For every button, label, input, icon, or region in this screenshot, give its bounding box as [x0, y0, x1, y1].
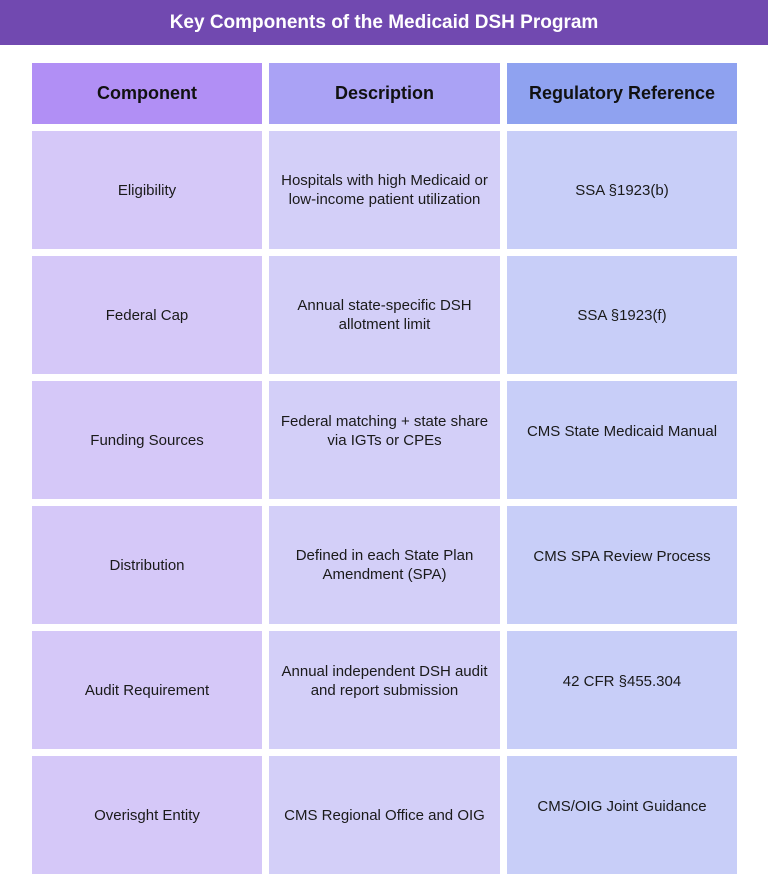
cell-description: Defined in each State Plan Amendment (SP…: [269, 506, 500, 624]
cell-reference: CMS State Medicaid Manual: [507, 381, 737, 499]
cell-reference: SSA §1923(f): [507, 256, 737, 374]
cell-reference: CMS/OIG Joint Guidance: [507, 756, 737, 874]
components-table: Component Description Regulatory Referen…: [32, 63, 737, 874]
cell-reference: CMS SPA Review Process: [507, 506, 737, 624]
header-regulatory-reference: Regulatory Reference: [507, 63, 737, 124]
cell-reference: SSA §1923(b): [507, 131, 737, 249]
cell-description: Annual state-specific DSH allotment limi…: [269, 256, 500, 374]
cell-description: Hospitals with high Medicaid or low-inco…: [269, 131, 500, 249]
cell-component: Eligibility: [32, 131, 262, 249]
cell-component: Audit Requirement: [32, 631, 262, 749]
page-title: Key Components of the Medicaid DSH Progr…: [0, 0, 768, 45]
header-component: Component: [32, 63, 262, 124]
cell-description: Federal matching + state share via IGTs …: [269, 381, 500, 499]
cell-description: CMS Regional Office and OIG: [269, 756, 500, 874]
header-description: Description: [269, 63, 500, 124]
cell-component: Federal Cap: [32, 256, 262, 374]
cell-component: Distribution: [32, 506, 262, 624]
cell-description: Annual independent DSH audit and report …: [269, 631, 500, 749]
cell-reference: 42 CFR §455.304: [507, 631, 737, 749]
cell-component: Funding Sources: [32, 381, 262, 499]
cell-component: Overisght Entity: [32, 756, 262, 874]
